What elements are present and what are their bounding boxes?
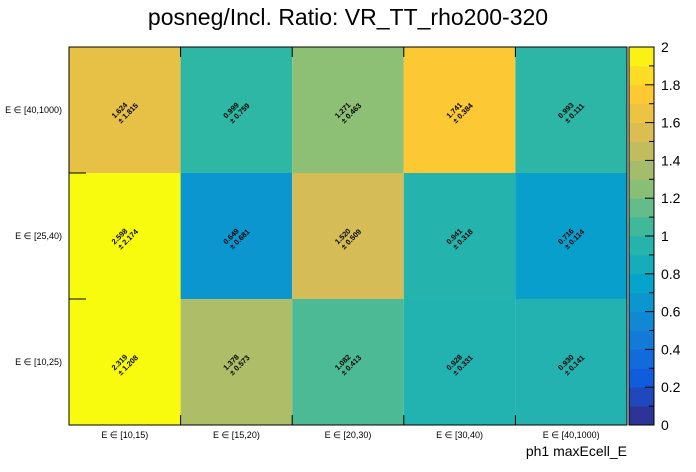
heatmap-cell — [292, 47, 404, 173]
heatmap-cell — [180, 173, 293, 299]
heatmap-cell — [180, 299, 293, 425]
y-tick-labels: E ∈ [10,25) E ∈ [25,40) E ∈ [40,1000) — [5, 105, 62, 367]
heatmap-cell — [403, 47, 516, 173]
palette-tick-label: 0.2 — [661, 379, 681, 395]
x-tick-label: E ∈ [15,20) — [213, 430, 260, 440]
palette-swatch — [629, 254, 654, 275]
chart-title: posneg/Incl. Ratio: VR_TT_rho200-320 — [147, 4, 549, 30]
x-tick-labels: E ∈ [10,15) E ∈ [15,20) E ∈ [20,30) E ∈ [30… — [101, 430, 599, 440]
palette-tick-label: 1.4 — [661, 152, 681, 168]
palette-tick-label: 1.6 — [661, 115, 681, 131]
palette-swatch — [629, 160, 654, 180]
palette-swatch — [629, 198, 654, 218]
heatmap-cells: 2.319± 1.208 1.378± 0.573 1.082± 0.413 0.92… — [69, 47, 627, 425]
axis-ticks — [68, 46, 628, 426]
palette-tick-label: 0.8 — [661, 266, 681, 282]
heatmap-cell — [515, 47, 627, 173]
palette-tick-label: 0.6 — [661, 304, 681, 320]
palette-tick-label: 0 — [661, 417, 669, 433]
palette-swatch — [629, 179, 654, 199]
palette-swatch — [629, 406, 654, 426]
x-tick-label: E ∈ [30,40) — [436, 430, 483, 440]
palette-swatch — [629, 387, 654, 407]
x-tick-label: E ∈ [10,15) — [101, 430, 148, 440]
y-tick-label: E ∈ [40,1000) — [5, 105, 62, 115]
palette-swatch — [629, 292, 654, 312]
palette-tick-label: 1.2 — [661, 190, 681, 206]
palette-swatch — [629, 273, 654, 294]
heatmap-cell — [515, 173, 627, 299]
palette-swatch — [629, 311, 654, 331]
palette-swatch — [629, 236, 654, 256]
palette-swatch — [629, 217, 654, 237]
heatmap-cell — [69, 47, 181, 173]
palette-swatch — [629, 368, 654, 388]
heatmap-cell — [292, 173, 404, 299]
plot-frame — [68, 46, 628, 426]
x-axis-title: ph1 maxEcell_E — [526, 443, 627, 459]
heatmap-cell — [69, 173, 181, 299]
palette-swatch — [629, 47, 654, 67]
x-tick-label: E ∈ [20,30) — [325, 430, 372, 440]
palette-tick-label: 2 — [661, 39, 669, 55]
heatmap-cell — [515, 299, 627, 425]
color-palette: 0 0.2 0.4 0.6 0.8 1 1.2 1.4 1.6 1.8 2 — [628, 39, 681, 433]
palette-swatch — [629, 330, 654, 350]
palette-swatch — [629, 141, 654, 161]
heatmap-cell — [403, 299, 516, 425]
palette-swatch — [629, 122, 654, 142]
palette-swatch — [629, 103, 654, 123]
heatmap-cell — [292, 299, 404, 425]
heatmap-cell — [180, 47, 293, 173]
palette-tick-label: 1 — [661, 228, 669, 244]
heatmap-cell — [403, 173, 516, 299]
palette-tick-label: 1.8 — [661, 77, 681, 93]
palette-tick-label: 0.4 — [661, 341, 681, 357]
y-tick-label: E ∈ [25,40) — [15, 231, 62, 241]
y-tick-label: E ∈ [10,25) — [15, 357, 62, 367]
palette-swatch — [629, 65, 654, 86]
palette-swatch — [629, 84, 654, 105]
x-tick-label: E ∈ [40,1000) — [543, 430, 600, 440]
heatmap-cell — [69, 299, 181, 425]
palette-swatch — [629, 349, 654, 369]
